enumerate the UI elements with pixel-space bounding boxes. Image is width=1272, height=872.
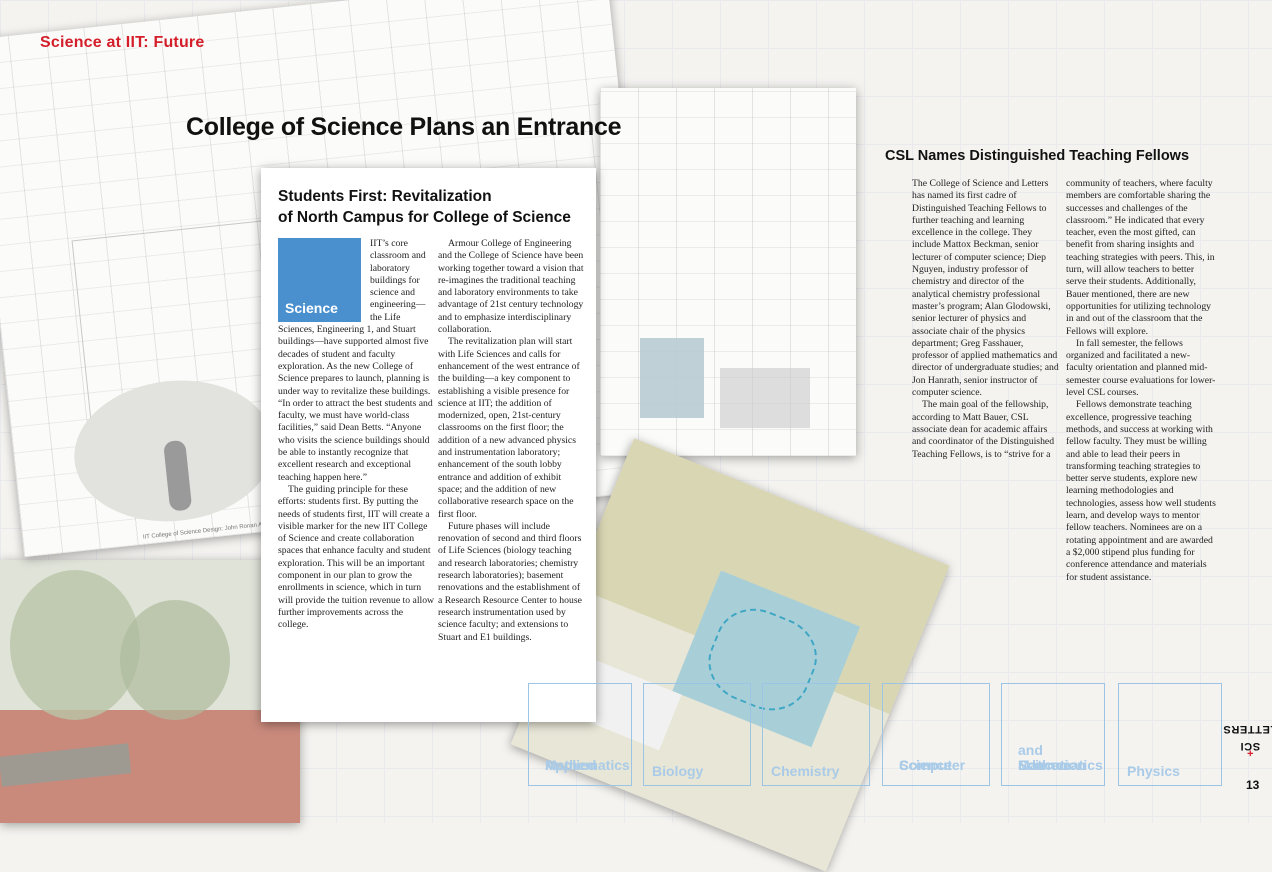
dept-label: and Science [1018,742,1071,773]
csl-paragraph: community of teachers, where faculty mem… [1066,178,1215,337]
dept-computer-science: Computer Science [882,683,990,786]
page-number: 13 [1246,778,1260,792]
science-badge: Science [278,238,361,322]
dept-label: Biology [652,763,704,779]
dept-label: Computer [899,757,966,773]
dept-physics: Physics [1118,683,1222,786]
article-title-line2: of North Campus for College of Science [278,209,571,226]
article-paragraph: The revitalization plan will start with … [438,336,580,520]
wordmark-letters: LETTERS [1222,722,1272,735]
article-column-1: IIT’s core classroom and laboratory buil… [278,238,435,632]
article-column-2: Armour College of Engineering and the Co… [438,238,586,644]
sketch-rendering-entrance [600,88,856,456]
dept-label: Education [1018,757,1086,773]
dept-math-science-education: Mathematics and Science Education [1001,683,1105,786]
dept-applied-mathematics: Applied Mathematics [528,683,632,786]
csl-paragraph: Fellows demonstrate teaching excellence,… [1066,399,1216,583]
article-card: Students First: Revitalization of North … [261,168,596,722]
article-paragraph: Future phases will include renovation of… [438,520,582,643]
csl-paragraph: The College of Science and Letters has n… [912,178,1059,399]
dept-label: Applied [545,757,597,773]
dept-label: Physics [1127,763,1180,779]
sci-letters-wordmark: SCI + LETTERS [1223,684,1272,774]
csl-paragraph: In fall semester, the fellows organized … [1066,337,1216,399]
dept-chemistry: Chemistry [762,683,870,786]
dept-label: Chemistry [771,763,840,779]
article-title-line1: Students First: Revitalization [278,188,492,205]
dept-label: Science [899,757,952,773]
csl-paragraph: The main goal of the fellowship, accordi… [912,399,1055,460]
csl-column-2: community of teachers, where faculty mem… [1066,178,1216,584]
dept-label: Mathematics [1018,757,1103,773]
science-badge-label: Science [285,300,338,316]
csl-title: CSL Names Distinguished Teaching Fellows [885,148,1190,164]
article-paragraph: IIT’s core classroom and laboratory buil… [278,238,433,483]
article-paragraph: Armour College of Engineering and the Co… [438,238,584,336]
dept-label: Mathematics [545,757,630,773]
courtyard-photo [0,560,300,823]
section-label: Science at IIT: Future [40,34,205,51]
article-paragraph: The guiding principle for these efforts:… [278,483,435,631]
wordmark-plus: + [1246,746,1254,759]
csl-column-1: The College of Science and Letters has n… [912,178,1060,461]
dept-biology: Biology [643,683,751,786]
article-title: Students First: Revitalization of North … [278,186,571,228]
main-title: College of Science Plans an Entrance [186,113,622,141]
